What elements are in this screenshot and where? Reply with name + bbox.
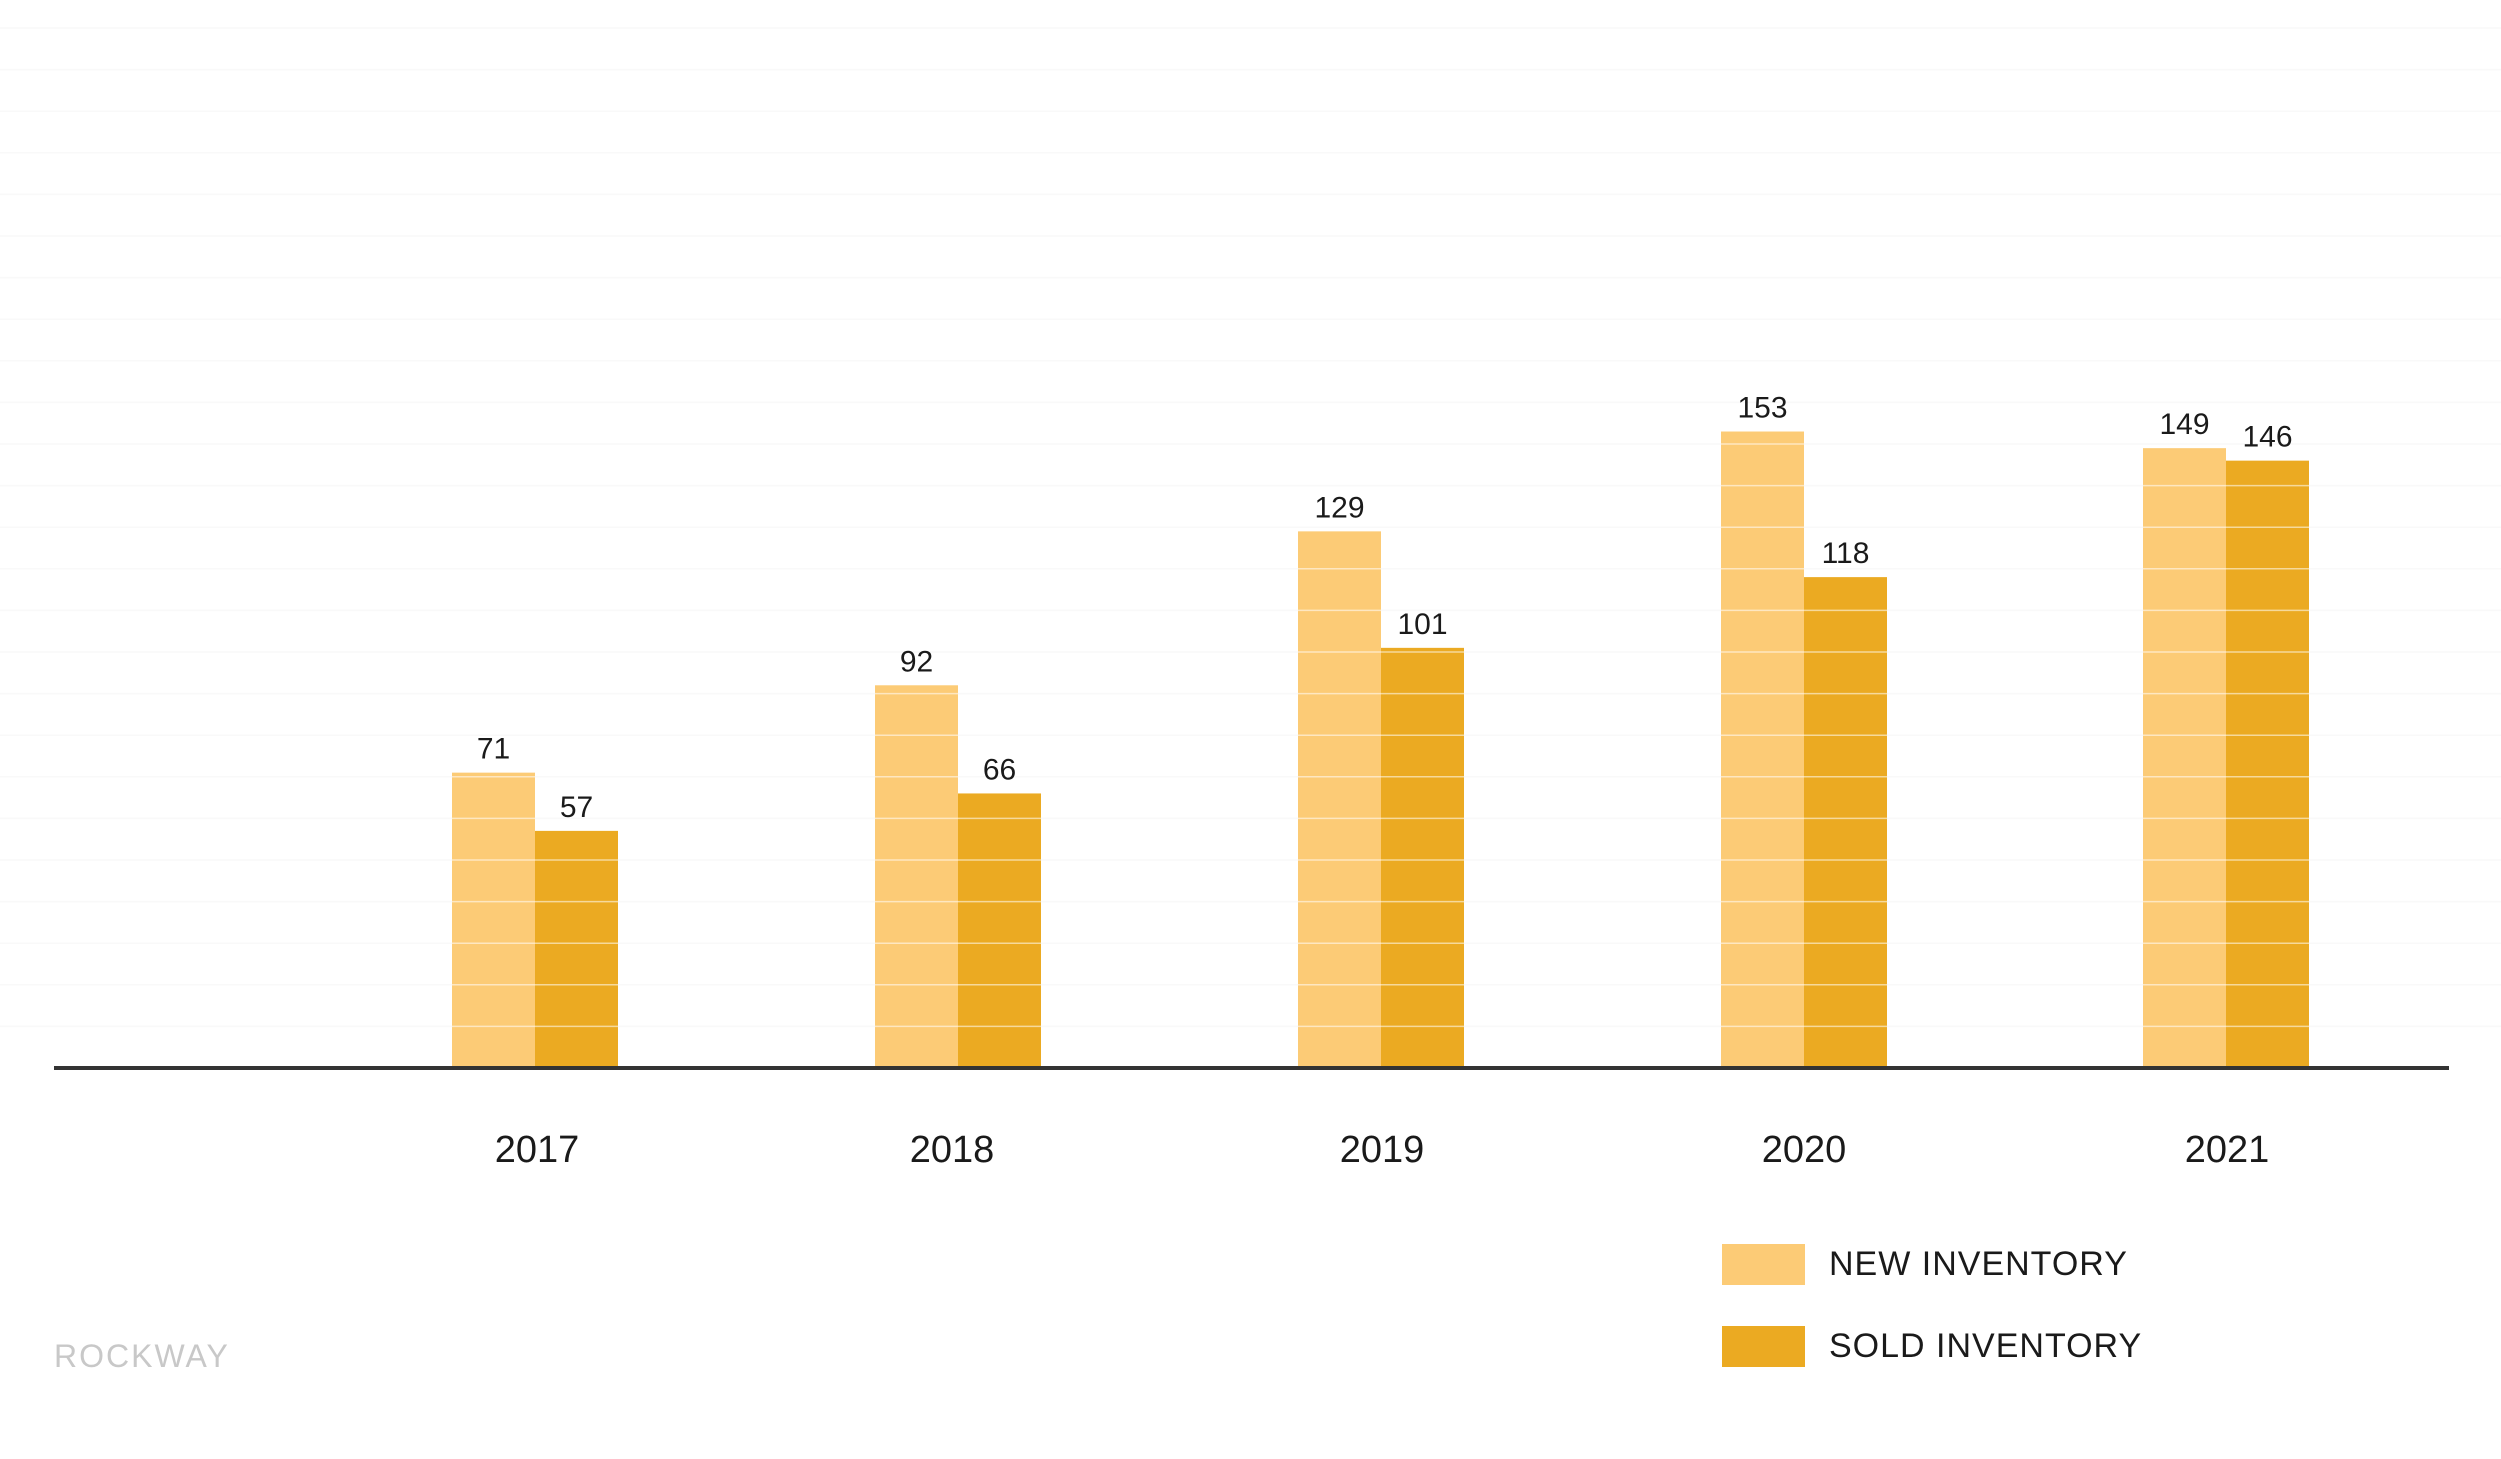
- data-label-sold-2019: 101: [1397, 608, 1447, 641]
- data-label-sold-2018: 66: [983, 753, 1016, 786]
- x-tick-label-2019: 2019: [1340, 1129, 1425, 1171]
- legend: NEW INVENTORY SOLD INVENTORY: [1722, 1243, 2142, 1407]
- legend-swatch-sold: [1722, 1325, 1805, 1367]
- bar-sold-inventory-2019: [1381, 647, 1464, 1068]
- legend-label-new: NEW INVENTORY: [1829, 1244, 2128, 1283]
- legend-item-sold: SOLD INVENTORY: [1722, 1325, 2142, 1367]
- bar-new-inventory-2020: [1721, 431, 1804, 1068]
- data-label-sold-2017: 57: [560, 791, 593, 824]
- bar-sold-inventory-2018: [958, 793, 1041, 1068]
- data-label-new-2020: 153: [1737, 392, 1787, 425]
- data-label-new-2019: 129: [1314, 491, 1364, 524]
- bar-new-inventory-2021: [2143, 448, 2226, 1068]
- bar-new-inventory-2017: [452, 772, 535, 1068]
- bars: [452, 431, 2309, 1068]
- data-label-new-2018: 92: [900, 645, 933, 678]
- bar-sold-inventory-2021: [2226, 460, 2309, 1068]
- bar-sold-inventory-2017: [535, 830, 618, 1068]
- x-tick-label-2020: 2020: [1762, 1129, 1847, 1171]
- x-tick-labels: 2017 2018 2019 2020 2021: [495, 1129, 2270, 1171]
- legend-swatch-new: [1722, 1243, 1805, 1285]
- x-tick-label-2018: 2018: [910, 1129, 995, 1171]
- data-label-new-2017: 71: [477, 733, 510, 766]
- bar-new-inventory-2019: [1298, 531, 1381, 1068]
- legend-label-sold: SOLD INVENTORY: [1829, 1326, 2143, 1365]
- data-label-new-2021: 149: [2159, 408, 2209, 441]
- legend-item-new: NEW INVENTORY: [1722, 1243, 2142, 1285]
- bar-new-inventory-2018: [875, 685, 958, 1068]
- bar-gridline-overlay: [0, 27, 2501, 1028]
- bar-sold-inventory-2020: [1804, 577, 1887, 1068]
- x-tick-label-2017: 2017: [495, 1129, 580, 1171]
- data-label-sold-2021: 146: [2242, 421, 2292, 454]
- data-labels: 71 57 92 66 129 101 153 118 149 146: [477, 392, 2293, 824]
- brand-watermark: ROCKWAY: [54, 1338, 230, 1374]
- x-tick-label-2021: 2021: [2185, 1129, 2270, 1171]
- data-label-sold-2020: 118: [1822, 537, 1870, 570]
